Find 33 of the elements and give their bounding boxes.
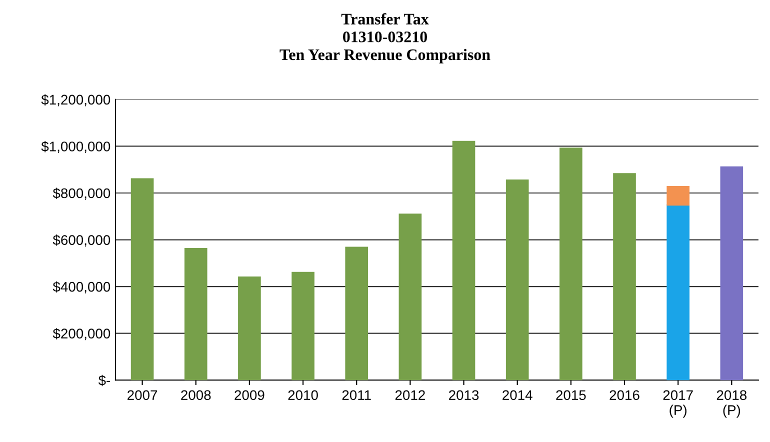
bar <box>506 179 529 380</box>
y-tick-label: $400,000 <box>52 281 110 294</box>
bar <box>345 246 368 380</box>
x-tick-label: 2015 <box>556 390 586 400</box>
y-tick-label: $1,000,000 <box>41 140 110 154</box>
bar <box>613 173 636 380</box>
bar <box>666 186 690 206</box>
bar <box>130 178 154 380</box>
chart-title: Transfer Tax 01310-03210 Ten Year Revenue Comparison <box>280 13 490 64</box>
x-tick-label: 2012 <box>395 390 425 400</box>
x-tick-label: 2014 <box>502 390 532 400</box>
x-tick-label: 2010 <box>288 390 318 400</box>
bar <box>560 148 582 380</box>
bar <box>238 276 261 380</box>
x-tick-label: 2018 (P) <box>716 390 747 418</box>
y-tick-label: $1,200,000 <box>41 94 110 106</box>
y-tick-label: $- <box>98 374 110 386</box>
bar <box>398 214 422 380</box>
y-tick-label: $200,000 <box>52 328 110 340</box>
bar <box>666 204 690 380</box>
bar <box>292 272 314 380</box>
bar <box>720 166 744 380</box>
x-tick-label: 2009 <box>234 390 264 400</box>
y-tick-label: $800,000 <box>52 188 110 200</box>
y-tick-label: $600,000 <box>52 234 110 247</box>
x-tick-label: 2007 <box>128 390 158 400</box>
bar <box>452 140 476 380</box>
x-tick-label: 2008 <box>181 390 211 400</box>
x-tick-label: 2017 (P) <box>663 390 693 418</box>
bar <box>184 248 208 380</box>
x-tick-label: 2013 <box>449 390 479 400</box>
x-tick-label: 2011 <box>342 390 371 400</box>
x-tick-label: 2016 <box>610 390 640 400</box>
